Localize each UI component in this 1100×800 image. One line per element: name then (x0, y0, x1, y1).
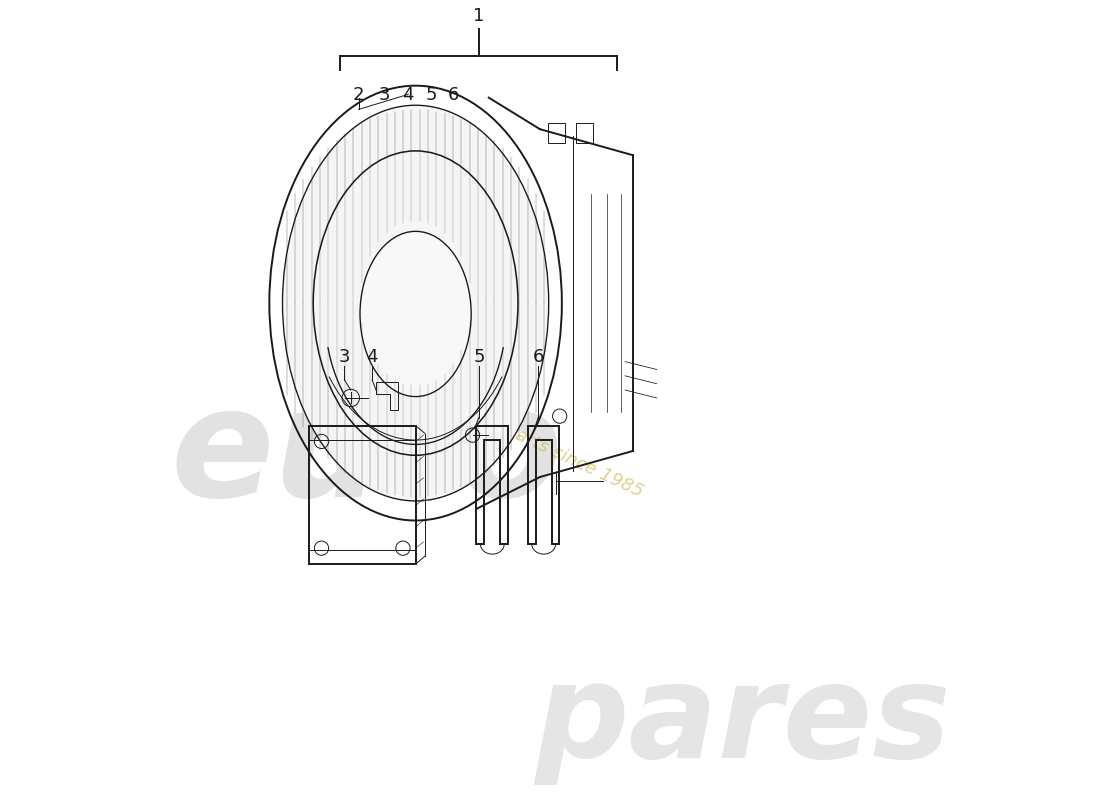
Text: 6: 6 (448, 86, 459, 104)
Bar (576, 123, 593, 143)
Text: pares: pares (535, 658, 952, 785)
Text: 1: 1 (473, 6, 484, 25)
Text: 4: 4 (366, 348, 378, 366)
Bar (548, 123, 565, 143)
Text: euro: euro (170, 380, 563, 529)
Text: a passion for parts since 1985: a passion for parts since 1985 (392, 370, 646, 501)
Ellipse shape (283, 106, 549, 501)
Text: 5: 5 (473, 348, 485, 366)
Text: 5: 5 (426, 86, 437, 104)
Text: 4: 4 (402, 86, 414, 104)
Text: 3: 3 (339, 348, 350, 366)
Text: 6: 6 (532, 348, 543, 366)
Ellipse shape (360, 231, 471, 397)
Text: 2: 2 (353, 86, 364, 104)
Bar (309, 426, 416, 564)
Text: 3: 3 (378, 86, 389, 104)
